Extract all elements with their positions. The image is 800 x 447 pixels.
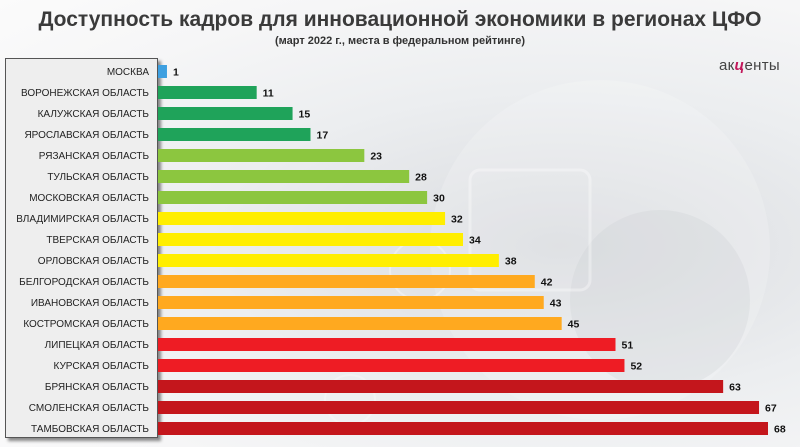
category-label: ВОРОНЕЖСКАЯ ОБЛАСТЬ: [21, 88, 149, 99]
value-label: 17: [317, 130, 329, 142]
bar: [158, 86, 257, 99]
value-label: 68: [774, 424, 786, 436]
bar: [158, 317, 562, 330]
bar: [158, 212, 446, 225]
bar: [158, 359, 625, 372]
bar: [158, 380, 724, 393]
bar: [158, 107, 293, 120]
value-label: 38: [505, 256, 517, 268]
category-label: ТУЛЬСКАЯ ОБЛАСТЬ: [47, 172, 149, 183]
value-label: 45: [568, 319, 580, 331]
bar: [158, 422, 768, 435]
category-label: СМОЛЕНСКАЯ ОБЛАСТЬ: [29, 403, 150, 414]
bar: [158, 149, 365, 162]
category-label: ЛИПЕЦКАЯ ОБЛАСТЬ: [45, 340, 150, 351]
value-label: 15: [299, 109, 311, 121]
category-label: РЯЗАНСКАЯ ОБЛАСТЬ: [39, 151, 150, 162]
category-label: ТВЕРСКАЯ ОБЛАСТЬ: [46, 235, 149, 246]
category-label: КУРСКАЯ ОБЛАСТЬ: [54, 361, 150, 372]
category-label: ТАМБОВСКАЯ ОБЛАСТЬ: [31, 424, 149, 435]
category-label: БЕЛГОРОДСКАЯ ОБЛАСТЬ: [19, 277, 149, 288]
category-label: КАЛУЖСКАЯ ОБЛАСТЬ: [38, 109, 150, 120]
category-label-panel: [5, 58, 158, 438]
bar: [158, 338, 616, 351]
bar: [158, 296, 544, 309]
category-label: КОСТРОМСКАЯ ОБЛАСТЬ: [23, 319, 149, 330]
bar: [158, 275, 535, 288]
logo-text-1: ак: [719, 57, 735, 74]
value-label: 67: [765, 403, 777, 415]
logo-accent: ц: [734, 57, 745, 74]
value-label: 43: [550, 298, 562, 310]
bar: [158, 254, 499, 267]
value-label: 30: [433, 193, 445, 205]
bar: [158, 401, 760, 414]
category-label: МОСКВА: [107, 67, 149, 78]
bar: [158, 65, 167, 78]
value-label: 34: [469, 235, 481, 247]
category-label: ИВАНОВСКАЯ ОБЛАСТЬ: [31, 298, 150, 309]
value-label: 23: [370, 151, 382, 163]
logo-text-2: енты: [744, 57, 780, 74]
chart-title: Доступность кадров для инновационной эко…: [38, 8, 762, 31]
bar: [158, 191, 428, 204]
category-label: ВЛАДИМИРСКАЯ ОБЛАСТЬ: [16, 214, 149, 225]
category-label: МОСКОВСКАЯ ОБЛАСТЬ: [29, 193, 149, 204]
value-label: 32: [451, 214, 463, 226]
value-label: 11: [263, 88, 274, 100]
value-label: 63: [729, 382, 741, 394]
value-label: 52: [630, 361, 642, 373]
value-label: 51: [622, 340, 634, 352]
value-label: 28: [415, 172, 427, 184]
bar: [158, 128, 311, 141]
bar: [158, 170, 410, 183]
value-label: 1: [173, 67, 179, 79]
bar: [158, 233, 463, 246]
category-label: БРЯНСКАЯ ОБЛАСТЬ: [45, 382, 150, 393]
logo: акценты: [719, 57, 780, 74]
category-label: ОРЛОВСКАЯ ОБЛАСТЬ: [38, 256, 150, 267]
value-label: 42: [541, 277, 553, 289]
chart-subtitle: (март 2022 г., места в федеральном рейти…: [274, 35, 526, 47]
category-label: ЯРОСЛАВСКАЯ ОБЛАСТЬ: [24, 130, 149, 141]
